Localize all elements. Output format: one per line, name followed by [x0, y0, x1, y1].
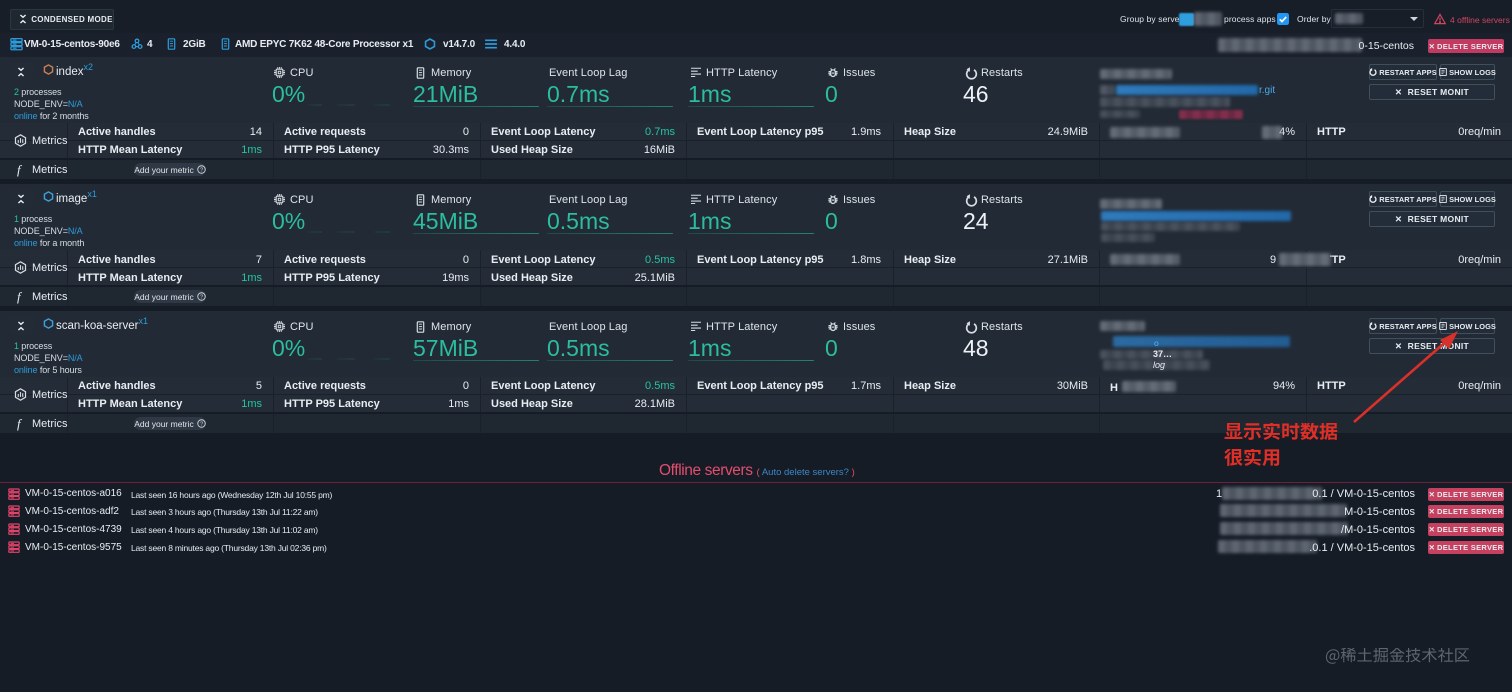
svg-text:?: ? [200, 421, 203, 427]
svg-text:?: ? [200, 167, 203, 173]
svg-text:?: ? [200, 294, 203, 300]
